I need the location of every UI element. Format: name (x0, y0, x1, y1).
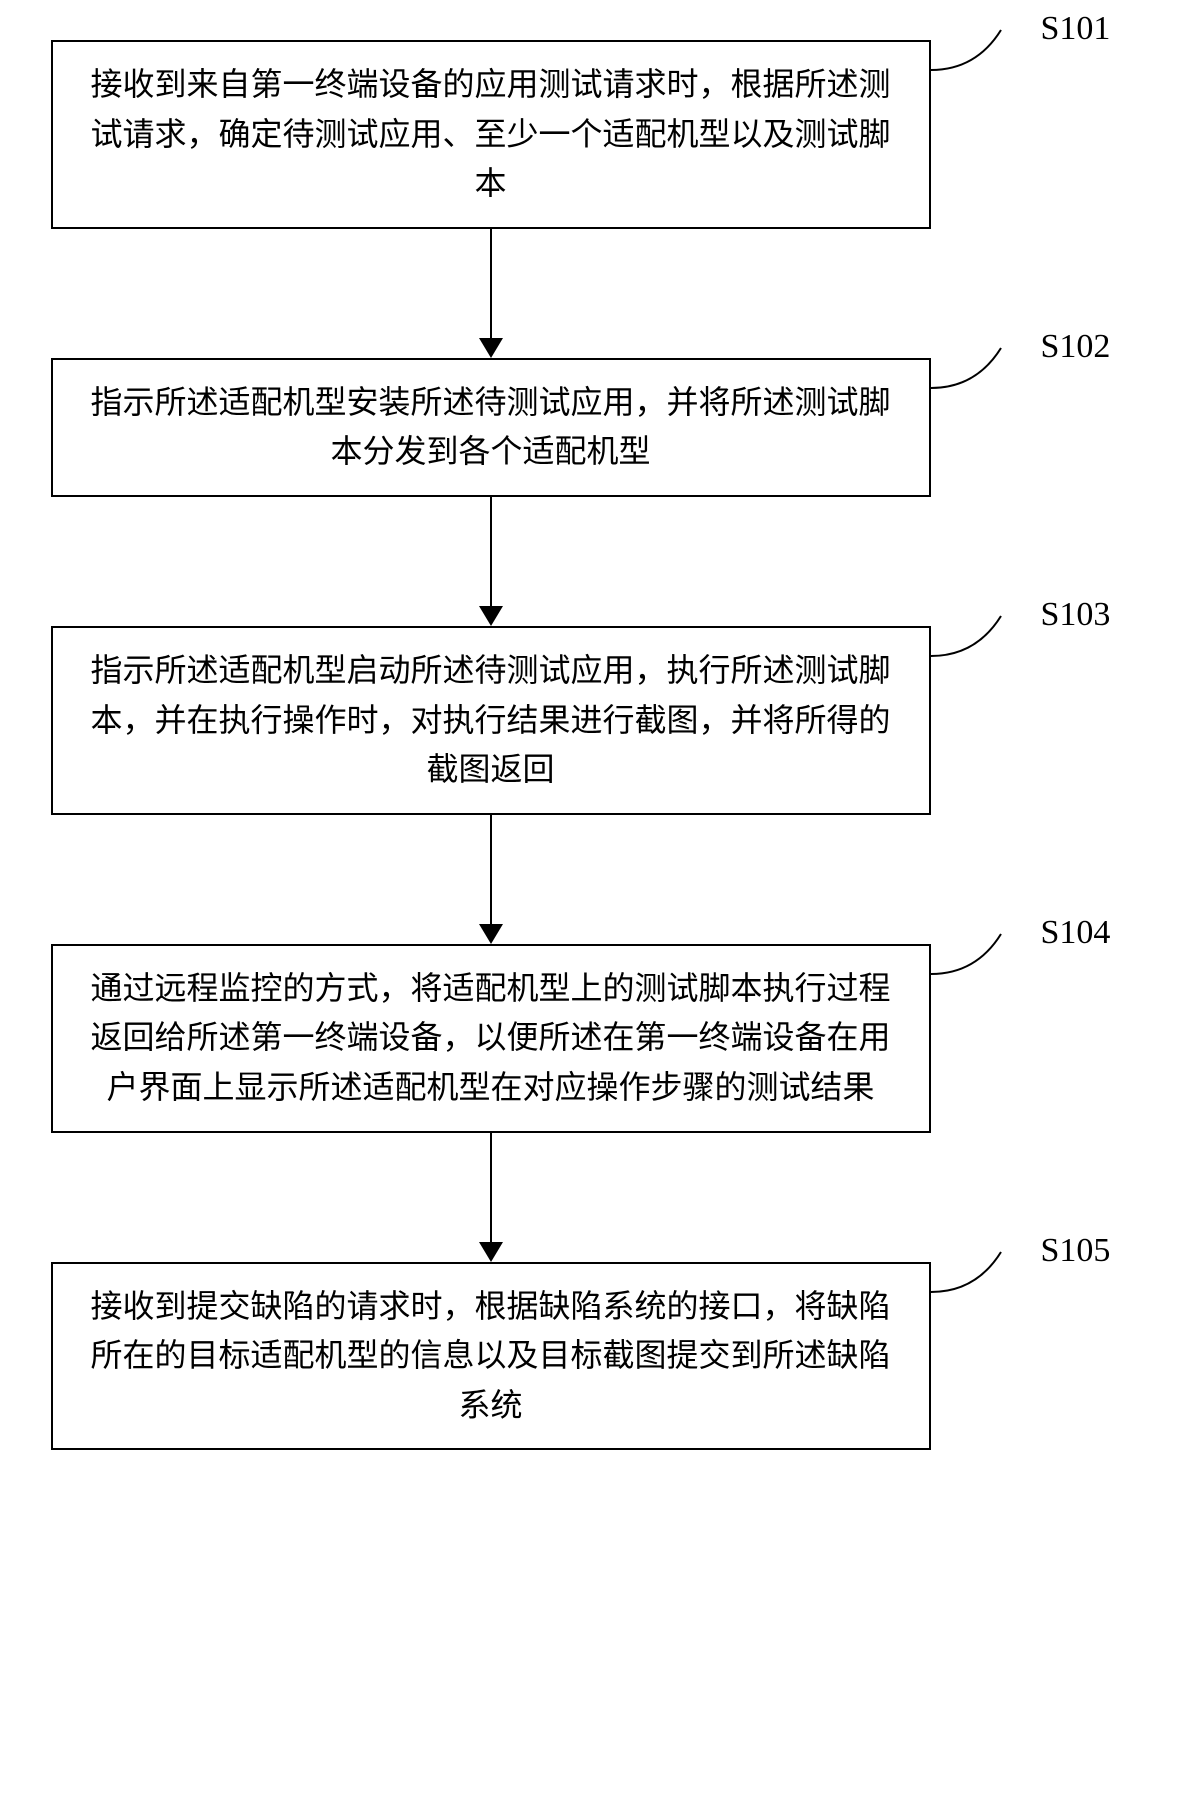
arrow-head-icon (479, 1242, 503, 1262)
step-connector (911, 10, 1051, 90)
step-box: 指示所述适配机型安装所述待测试应用，并将所述测试脚本分发到各个适配机型 (51, 358, 931, 497)
arrow-head-icon (479, 924, 503, 944)
step-connector (911, 1232, 1051, 1312)
step-box: 指示所述适配机型启动所述待测试应用，执行所述测试脚本，并在执行操作时，对执行结果… (51, 626, 931, 815)
flowchart-step: 接收到提交缺陷的请求时，根据缺陷系统的接口，将缺陷所在的目标适配机型的信息以及目… (51, 1262, 1151, 1451)
flowchart-arrow (51, 1133, 931, 1262)
flowchart-arrow (51, 815, 931, 944)
step-id-label: S102 (1041, 330, 1111, 364)
flowchart-step: 接收到来自第一终端设备的应用测试请求时，根据所述测试请求，确定待测试应用、至少一… (51, 40, 1151, 229)
step-box: 接收到提交缺陷的请求时，根据缺陷系统的接口，将缺陷所在的目标适配机型的信息以及目… (51, 1262, 931, 1451)
arrow-head-icon (479, 338, 503, 358)
step-connector (911, 596, 1051, 676)
step-id-label: S101 (1041, 12, 1111, 46)
step-connector (911, 914, 1051, 994)
arrow-line (490, 815, 492, 925)
step-connector (911, 328, 1051, 408)
step-box: 通过远程监控的方式，将适配机型上的测试脚本执行过程返回给所述第一终端设备，以便所… (51, 944, 931, 1133)
step-id-label: S103 (1041, 598, 1111, 632)
arrow-line (490, 229, 492, 339)
flowchart-step: 指示所述适配机型启动所述待测试应用，执行所述测试脚本，并在执行操作时，对执行结果… (51, 626, 1151, 815)
step-id-label: S105 (1041, 1234, 1111, 1268)
flowchart-step: 通过远程监控的方式，将适配机型上的测试脚本执行过程返回给所述第一终端设备，以便所… (51, 944, 1151, 1133)
flowchart-step: 指示所述适配机型安装所述待测试应用，并将所述测试脚本分发到各个适配机型S102 (51, 358, 1151, 497)
arrow-line (490, 1133, 492, 1243)
flowchart-container: 接收到来自第一终端设备的应用测试请求时，根据所述测试请求，确定待测试应用、至少一… (51, 40, 1151, 1450)
flowchart-arrow (51, 497, 931, 626)
flowchart-arrow (51, 229, 931, 358)
arrow-line (490, 497, 492, 607)
step-box: 接收到来自第一终端设备的应用测试请求时，根据所述测试请求，确定待测试应用、至少一… (51, 40, 931, 229)
step-id-label: S104 (1041, 916, 1111, 950)
arrow-head-icon (479, 606, 503, 626)
